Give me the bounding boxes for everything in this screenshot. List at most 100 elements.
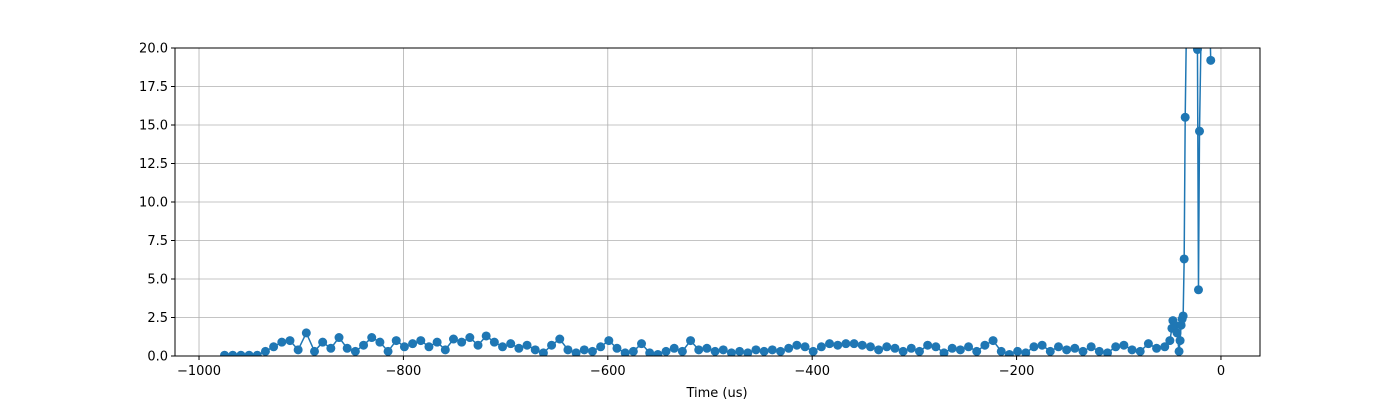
data-point — [244, 350, 254, 356]
data-point — [825, 339, 835, 349]
data-point — [1062, 345, 1072, 355]
data-point — [1045, 346, 1055, 356]
data-point — [1178, 311, 1188, 321]
data-point — [726, 348, 736, 356]
data-point — [677, 346, 687, 356]
data-point — [751, 345, 761, 355]
data-point — [694, 345, 704, 355]
data-point — [735, 346, 745, 356]
ticks: −1000 −800 −600 −400 −200 0 0.0 2.5 5.0 7.5 10.0 12… — [139, 42, 1225, 380]
plot-area — [220, 48, 1216, 356]
data-point — [637, 339, 647, 349]
data-point — [563, 345, 573, 355]
data-point — [334, 333, 344, 343]
data-point — [277, 337, 287, 347]
y-tick-label: 10.0 — [139, 196, 168, 211]
data-point — [923, 340, 933, 350]
data-point — [1029, 342, 1039, 352]
data-point — [473, 340, 483, 350]
data-point — [489, 337, 499, 347]
data-point — [1152, 343, 1162, 353]
x-tick-label: −400 — [794, 364, 830, 379]
data-point — [890, 343, 900, 353]
data-point — [498, 342, 508, 352]
data-point — [1119, 340, 1129, 350]
data-point — [432, 337, 442, 347]
data-point — [252, 350, 262, 356]
data-point — [367, 333, 377, 343]
data-point — [718, 345, 728, 355]
data-point — [800, 342, 810, 352]
data-point — [808, 346, 818, 356]
data-point — [1086, 342, 1096, 352]
data-point — [587, 346, 597, 356]
data-point — [620, 348, 630, 356]
data-point — [391, 336, 401, 346]
data-point — [1070, 343, 1080, 353]
data-point — [784, 343, 794, 353]
data-point — [465, 333, 475, 343]
data-point — [792, 340, 802, 350]
data-point — [1143, 339, 1153, 349]
data-point — [318, 337, 328, 347]
data-point — [841, 339, 851, 349]
data-point — [833, 340, 843, 350]
data-point — [980, 340, 990, 350]
data-point — [996, 346, 1006, 356]
x-tick-label: −200 — [999, 364, 1035, 379]
data-point — [857, 340, 867, 350]
data-point — [1053, 342, 1063, 352]
data-point — [1135, 346, 1145, 356]
data-point — [849, 339, 859, 349]
data-point — [399, 342, 409, 352]
data-point — [759, 346, 769, 356]
data-point — [309, 346, 319, 356]
data-point — [269, 342, 279, 352]
data-point — [1179, 254, 1189, 264]
data-point — [522, 340, 532, 350]
data-point — [955, 345, 965, 355]
data-point — [506, 339, 516, 349]
x-axis-label: Time (us) — [685, 386, 747, 400]
data-point — [220, 350, 230, 356]
data-point — [285, 336, 295, 346]
data-point — [301, 328, 311, 338]
data-point — [865, 342, 875, 352]
data-point — [448, 334, 458, 344]
data-point — [538, 348, 548, 356]
data-point — [1195, 126, 1205, 136]
data-point — [1193, 285, 1203, 295]
x-tick-label: 0 — [1217, 364, 1225, 379]
data-point — [1206, 55, 1216, 65]
y-tick-label: 15.0 — [139, 119, 168, 134]
data-point — [947, 343, 957, 353]
data-point — [293, 345, 303, 355]
data-point — [743, 348, 753, 356]
data-point — [579, 345, 589, 355]
data-point — [383, 346, 393, 356]
data-point — [1013, 346, 1023, 356]
y-tick-label: 2.5 — [147, 311, 168, 326]
data-point — [898, 346, 908, 356]
data-point — [1175, 336, 1185, 346]
data-point — [931, 342, 941, 352]
data-point — [236, 350, 246, 356]
data-point — [702, 343, 712, 353]
data-point — [555, 334, 565, 344]
data-point — [514, 343, 524, 353]
data-point — [530, 345, 540, 355]
data-point — [424, 342, 434, 352]
data-point — [653, 349, 663, 356]
data-point — [596, 342, 606, 352]
data-point — [1160, 342, 1170, 352]
data-point — [1172, 328, 1182, 338]
data-point — [350, 346, 360, 356]
data-point — [1180, 112, 1190, 122]
x-tick-label: −1000 — [177, 364, 221, 379]
data-point — [906, 343, 916, 353]
data-point — [604, 336, 614, 346]
data-point — [1037, 340, 1047, 350]
data-point — [1103, 348, 1113, 356]
data-point — [571, 348, 581, 356]
